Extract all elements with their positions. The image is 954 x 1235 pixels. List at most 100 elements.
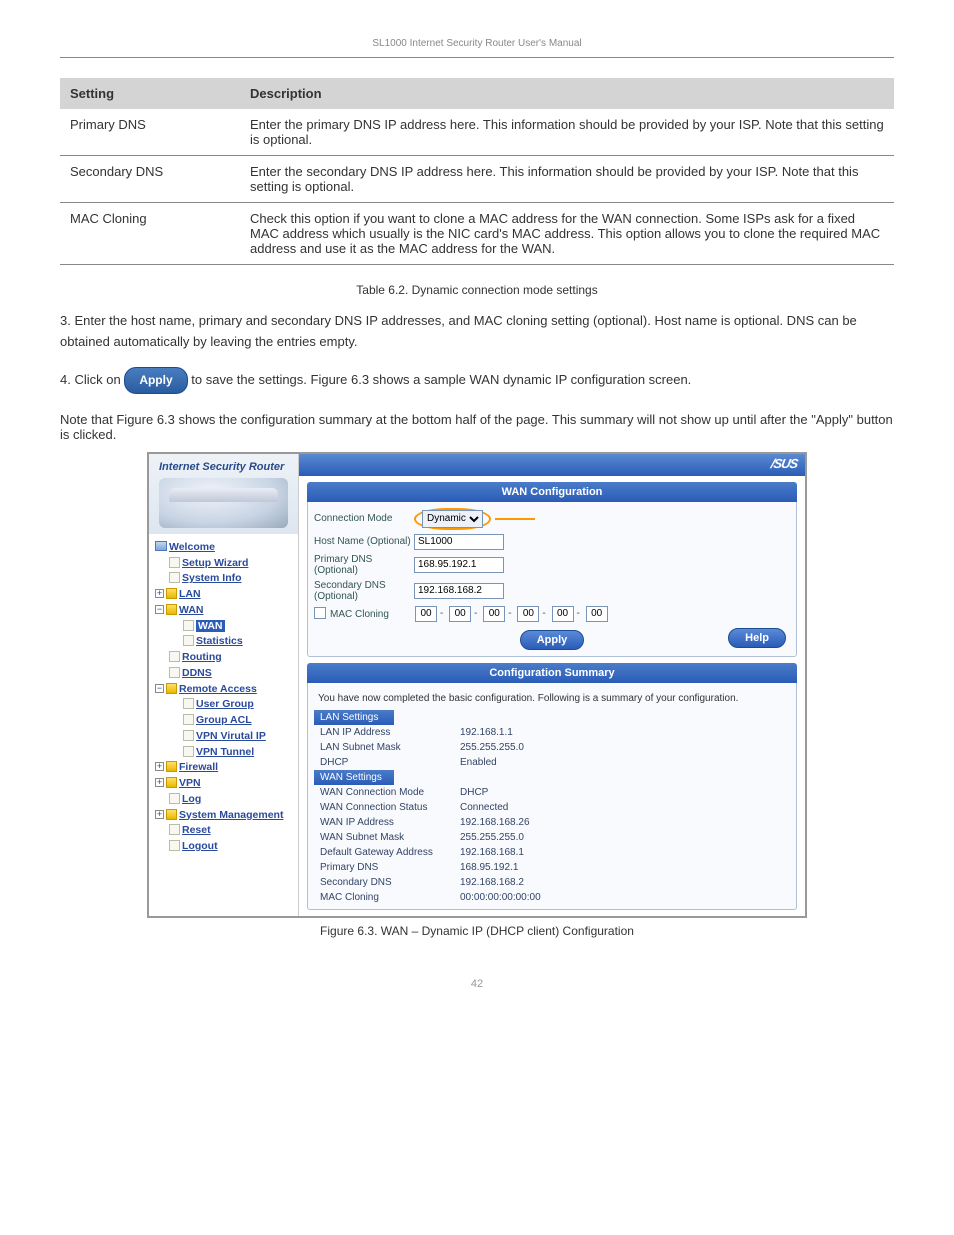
mac-part-4[interactable] xyxy=(552,606,574,622)
sidebar: Internet Security Router Welcome Setup W… xyxy=(149,454,299,916)
mac-part-5[interactable] xyxy=(586,606,608,622)
nav-vpn[interactable]: VPN xyxy=(179,777,201,789)
nav-wan[interactable]: WAN xyxy=(179,604,204,616)
primary-dns-input[interactable] xyxy=(414,557,504,573)
page-icon xyxy=(183,698,194,709)
mac-part-2[interactable] xyxy=(483,606,505,622)
nav-user-group[interactable]: User Group xyxy=(196,698,254,710)
main-panel: /SUS WAN Configuration Connection Mode D… xyxy=(299,454,805,916)
folder-open-icon xyxy=(166,604,177,615)
help-button[interactable]: Help xyxy=(728,628,786,648)
secondary-dns-input[interactable] xyxy=(414,583,504,599)
cell-desc: Enter the secondary DNS IP address here.… xyxy=(240,156,894,203)
nav-ddns[interactable]: DDNS xyxy=(182,667,212,679)
page-icon xyxy=(169,572,180,583)
mac-part-1[interactable] xyxy=(449,606,471,622)
annotation-line xyxy=(495,518,535,520)
nav-setup-wizard[interactable]: Setup Wizard xyxy=(182,557,248,569)
th-description: Description xyxy=(240,78,894,109)
nav-system-info[interactable]: System Info xyxy=(182,572,242,584)
doc-header: SL1000 Internet Security Router User's M… xyxy=(60,30,894,58)
nav-vpn-virtual-ip[interactable]: VPN Virutal IP xyxy=(196,730,266,742)
page-icon xyxy=(183,730,194,741)
folder-open-icon xyxy=(166,683,177,694)
expand-icon[interactable]: + xyxy=(155,810,164,819)
summary-row: WAN Connection StatusConnected xyxy=(314,800,790,815)
monitor-icon xyxy=(155,541,167,551)
summary-row: WAN Subnet Mask255.255.255.0 xyxy=(314,830,790,845)
cell-desc: Enter the primary DNS IP address here. T… xyxy=(240,109,894,156)
summary-row: Secondary DNS192.168.168.2 xyxy=(314,875,790,890)
sidebar-title: Internet Security Router xyxy=(155,458,292,476)
screenshot: Internet Security Router Welcome Setup W… xyxy=(147,452,807,918)
router-image xyxy=(159,478,288,528)
nav-system-management[interactable]: System Management xyxy=(179,809,283,821)
table-row: MAC Cloning Check this option if you wan… xyxy=(60,203,894,265)
note-text: Note that Figure 6.3 shows the configura… xyxy=(60,412,894,442)
mac-cloning-checkbox[interactable] xyxy=(314,607,326,619)
nav-log[interactable]: Log xyxy=(182,793,201,805)
lan-settings-header: LAN Settings xyxy=(314,710,394,725)
summary-row: MAC Cloning00:00:00:00:00:00 xyxy=(314,890,790,905)
page-icon xyxy=(183,635,194,646)
cell-setting: Secondary DNS xyxy=(60,156,240,203)
page-icon xyxy=(183,620,194,631)
apply-button[interactable]: Apply xyxy=(520,630,585,650)
table-row: Secondary DNS Enter the secondary DNS IP… xyxy=(60,156,894,203)
nav-reset[interactable]: Reset xyxy=(182,824,211,836)
summary-row: Default Gateway Address192.168.168.1 xyxy=(314,845,790,860)
nav-wan-sub[interactable]: WAN xyxy=(196,620,225,632)
cell-setting: MAC Cloning xyxy=(60,203,240,265)
nav-lan[interactable]: LAN xyxy=(179,588,201,600)
th-setting: Setting xyxy=(60,78,240,109)
nav-tree: Welcome Setup Wizard System Info + LAN − W… xyxy=(149,534,298,865)
primary-dns-label: Primary DNS (Optional) xyxy=(314,554,414,576)
wan-settings-header: WAN Settings xyxy=(314,770,394,785)
nav-vpn-tunnel[interactable]: VPN Tunnel xyxy=(196,746,254,758)
collapse-icon[interactable]: − xyxy=(155,605,164,614)
page-icon xyxy=(183,714,194,725)
nav-remote-access[interactable]: Remote Access xyxy=(179,683,257,695)
nav-logout[interactable]: Logout xyxy=(182,840,218,852)
page-icon xyxy=(183,746,194,757)
page-icon xyxy=(169,651,180,662)
table-caption: Table 6.2. Dynamic connection mode setti… xyxy=(60,283,894,297)
conn-mode-label: Connection Mode xyxy=(314,513,414,524)
folder-icon xyxy=(166,588,177,599)
mac-part-0[interactable] xyxy=(415,606,437,622)
page-icon xyxy=(169,824,180,835)
page-number: 42 xyxy=(60,978,894,990)
mac-inputs: - - - - - xyxy=(414,606,790,622)
nav-group-acl[interactable]: Group ACL xyxy=(196,714,252,726)
expand-icon[interactable]: + xyxy=(155,762,164,771)
nav-welcome[interactable]: Welcome xyxy=(169,541,215,553)
apply-button-inline[interactable]: Apply xyxy=(124,367,187,394)
folder-icon xyxy=(166,777,177,788)
nav-routing[interactable]: Routing xyxy=(182,651,222,663)
conn-mode-select[interactable]: Dynamic xyxy=(422,510,483,528)
mac-part-3[interactable] xyxy=(517,606,539,622)
host-name-input[interactable] xyxy=(414,534,504,550)
summary-row: WAN IP Address192.168.168.26 xyxy=(314,815,790,830)
summary-row: LAN IP Address192.168.1.1 xyxy=(314,725,790,740)
summary-title: Configuration Summary xyxy=(307,663,797,683)
instr4-post: to save the settings. Figure 6.3 shows a… xyxy=(191,372,691,387)
page-icon xyxy=(169,667,180,678)
nav-statistics[interactable]: Statistics xyxy=(196,635,243,647)
nav-firewall[interactable]: Firewall xyxy=(179,761,218,773)
summary-row: Primary DNS168.95.192.1 xyxy=(314,860,790,875)
wan-config-title: WAN Configuration xyxy=(307,482,797,502)
host-name-label: Host Name (Optional) xyxy=(314,536,414,547)
collapse-icon[interactable]: − xyxy=(155,684,164,693)
folder-icon xyxy=(166,761,177,772)
expand-icon[interactable]: + xyxy=(155,589,164,598)
secondary-dns-label: Secondary DNS (Optional) xyxy=(314,580,414,602)
summary-panel: Configuration Summary You have now compl… xyxy=(307,663,797,910)
highlight-oval: Dynamic xyxy=(414,508,491,530)
summary-row: LAN Subnet Mask255.255.255.0 xyxy=(314,740,790,755)
cell-desc: Check this option if you want to clone a… xyxy=(240,203,894,265)
instr4-pre: 4. Click on xyxy=(60,372,124,387)
mac-cloning-label: MAC Cloning xyxy=(330,609,389,620)
summary-row: WAN Connection ModeDHCP xyxy=(314,785,790,800)
expand-icon[interactable]: + xyxy=(155,778,164,787)
